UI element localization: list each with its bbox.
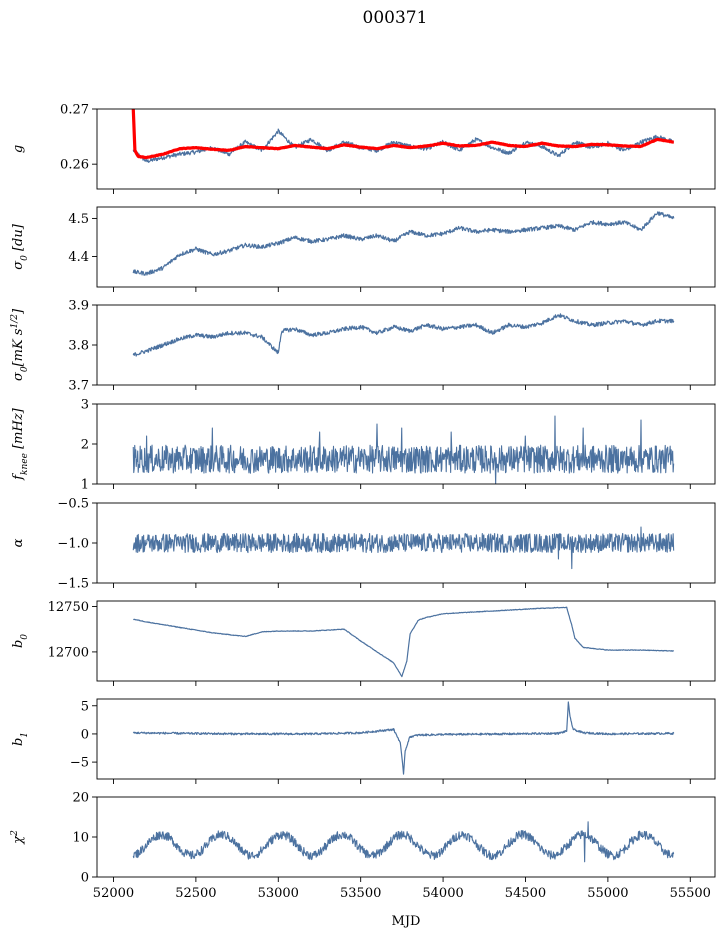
y-axis-label-3: σ0[mK s1/2] bbox=[10, 308, 30, 381]
y-tick-label: 1 bbox=[81, 478, 89, 493]
y-tick-label: 3.9 bbox=[68, 299, 89, 314]
y-tick-label: 4.4 bbox=[68, 250, 89, 265]
subplot-2-frame bbox=[96, 206, 716, 288]
y-axis-label-1: g bbox=[11, 145, 26, 153]
subplot-stack: 0.26 0.27 g 4.4 4.5 σ0 [du] 3.7 3.8 3.9 σ0[mK s1/… bbox=[10, 103, 716, 901]
x-tick-label: 53500 bbox=[340, 886, 381, 901]
subplot-4-frame bbox=[96, 403, 716, 485]
y-tick-label: 12700 bbox=[48, 645, 89, 660]
x-tick-label: 52000 bbox=[93, 886, 134, 901]
subplot-7-frame bbox=[96, 698, 716, 780]
y-axis-label-4: fknee [mHz] bbox=[11, 407, 30, 480]
y-axis-label-8: χ2 bbox=[10, 830, 26, 845]
y-axis-label-5: α bbox=[11, 538, 26, 547]
subplot-6-data bbox=[133, 606, 674, 678]
subplot-8: 0 10 20 52000 52500 53000 53500 54000 54500 55000… bbox=[10, 791, 716, 901]
y-tick-label: 0.26 bbox=[60, 158, 89, 173]
subplot-1-data bbox=[131, 109, 675, 163]
figure-title: 000371 bbox=[363, 8, 428, 28]
y-tick-label: 0.27 bbox=[60, 103, 89, 118]
y-tick-label: 2 bbox=[81, 438, 89, 453]
y-tick-label: −5 bbox=[70, 756, 89, 771]
series-line bbox=[132, 211, 675, 276]
y-tick-label: 3 bbox=[81, 398, 89, 413]
y-tick-label: −1.0 bbox=[57, 537, 89, 552]
y-tick-label: −1.5 bbox=[57, 577, 89, 592]
x-tick-label: 55500 bbox=[670, 886, 711, 901]
series-line bbox=[132, 526, 675, 570]
y-tick-label: 0 bbox=[81, 727, 89, 742]
subplot-6: 12700 12750 b0 bbox=[11, 600, 716, 686]
subplot-3-frame bbox=[96, 304, 716, 386]
y-tick-label: 4.5 bbox=[68, 212, 89, 227]
y-tick-label: −0.5 bbox=[57, 497, 89, 512]
model-line bbox=[131, 109, 675, 160]
subplot-3-data bbox=[132, 313, 675, 357]
subplot-8-data bbox=[132, 821, 675, 863]
x-tick-label: 54000 bbox=[422, 886, 463, 901]
y-tick-label: 10 bbox=[72, 831, 89, 846]
subplot-5-data bbox=[132, 526, 675, 570]
y-tick-label: 3.7 bbox=[68, 379, 89, 394]
subplot-7-data bbox=[132, 701, 675, 775]
series-line bbox=[132, 313, 675, 357]
x-tick-label: 52500 bbox=[175, 886, 216, 901]
x-tick-label: 54500 bbox=[505, 886, 546, 901]
y-tick-label: 12750 bbox=[48, 600, 89, 615]
series-line bbox=[132, 701, 675, 775]
subplot-4: 1 2 3 fknee [mHz] bbox=[11, 398, 716, 493]
y-tick-label: 0 bbox=[81, 871, 89, 886]
y-axis-label-2: σ0 [du] bbox=[11, 223, 30, 270]
subplot-1: 0.26 0.27 g bbox=[11, 103, 716, 194]
x-tick-label: 55000 bbox=[587, 886, 628, 901]
subplot-6-frame bbox=[96, 600, 716, 682]
subplot-1-frame bbox=[96, 108, 716, 190]
subplot-3: 3.7 3.8 3.9 σ0[mK s1/2] bbox=[10, 299, 716, 394]
y-axis-label-7: b1 bbox=[11, 732, 30, 746]
subplot-2-data bbox=[132, 211, 675, 276]
series-line bbox=[132, 415, 675, 484]
subplot-2: 4.4 4.5 σ0 [du] bbox=[11, 206, 716, 292]
series-line bbox=[133, 606, 674, 678]
x-tick-label: 53000 bbox=[258, 886, 299, 901]
y-axis-label-6: b0 bbox=[11, 634, 30, 648]
x-axis-label: MJD bbox=[392, 914, 421, 929]
y-tick-label: 3.8 bbox=[68, 339, 89, 354]
y-tick-label: 5 bbox=[81, 699, 89, 714]
series-line bbox=[132, 821, 675, 863]
subplot-7: −5 0 5 b1 bbox=[11, 698, 716, 784]
y-tick-label: 20 bbox=[72, 791, 89, 806]
subplot-5: −1.5 −1.0 −0.5 α bbox=[11, 497, 716, 592]
subplot-4-data bbox=[132, 415, 675, 484]
